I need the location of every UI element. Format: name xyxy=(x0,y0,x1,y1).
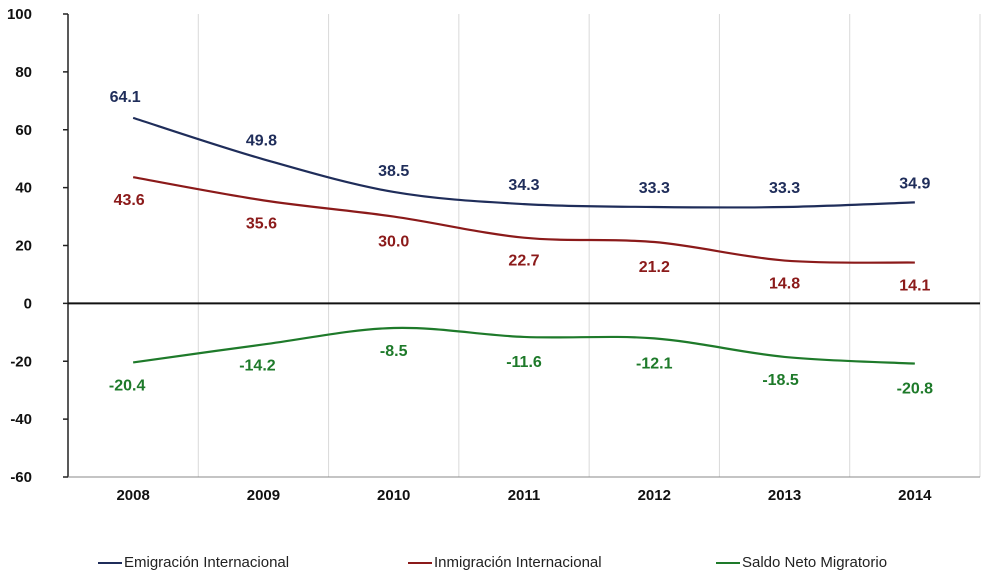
y-tick-label: 20 xyxy=(15,238,32,255)
data-label: 22.7 xyxy=(508,253,539,270)
legend-item-emigracion: Emigración Internacional xyxy=(98,554,289,571)
x-tick-label: 2012 xyxy=(638,487,671,504)
legend-item-saldo: Saldo Neto Migratorio xyxy=(716,554,887,571)
data-label: -20.8 xyxy=(897,381,934,398)
chart-axes xyxy=(67,14,980,478)
x-tick-label: 2011 xyxy=(508,487,541,504)
x-tick-label: 2013 xyxy=(768,487,801,504)
data-label: 33.3 xyxy=(639,180,670,197)
x-tick-label: 2014 xyxy=(898,487,932,504)
chart-legend: Emigración Internacional Inmigración Int… xyxy=(0,554,992,580)
data-label: 34.9 xyxy=(899,175,930,192)
series-line xyxy=(132,326,915,365)
x-tick-label: 2008 xyxy=(116,487,149,504)
data-label: -20.4 xyxy=(109,377,146,394)
legend-swatch xyxy=(716,561,740,564)
series-line xyxy=(132,176,915,264)
data-label: 35.6 xyxy=(246,215,277,232)
y-tick-label: -40 xyxy=(10,411,32,428)
data-label: 30.0 xyxy=(378,234,409,251)
y-tick-label: 40 xyxy=(15,180,32,197)
data-label: 34.3 xyxy=(508,177,539,194)
chart-grid xyxy=(67,14,981,477)
legend-label: Emigración Internacional xyxy=(124,554,290,571)
legend-swatch xyxy=(98,561,122,564)
y-tick-label: 100 xyxy=(7,6,32,23)
data-label: -14.2 xyxy=(239,357,276,374)
x-tick-label: 2010 xyxy=(377,487,410,504)
data-label: 38.5 xyxy=(378,163,409,180)
x-axis-ticks: 2008 2009 2010 2011 2012 2013 2014 xyxy=(116,487,932,504)
data-label: 33.3 xyxy=(769,180,800,197)
series-lines xyxy=(132,116,915,365)
data-label: -8.5 xyxy=(380,343,408,360)
legend-label: Saldo Neto Migratorio xyxy=(742,554,888,571)
series-line xyxy=(132,116,915,209)
data-label: 21.2 xyxy=(639,259,670,276)
y-tick-label: 80 xyxy=(15,64,32,81)
data-labels: 64.1 49.8 38.5 34.3 33.3 33.3 34.9 43.6 35.6 30.0… xyxy=(109,89,933,398)
y-tick-label: -20 xyxy=(10,353,32,370)
legend-label: Inmigración Internacional xyxy=(434,554,602,571)
data-label: 64.1 xyxy=(110,89,141,106)
data-label: -11.6 xyxy=(506,354,542,371)
y-axis-ticks: 100 80 60 40 20 0 -20 -40 -60 xyxy=(7,6,68,486)
legend-item-inmigracion: Inmigración Internacional xyxy=(408,554,602,571)
data-label: 43.6 xyxy=(114,192,145,209)
x-tick-label: 2009 xyxy=(247,487,280,504)
data-label: 49.8 xyxy=(246,132,277,149)
legend-swatch xyxy=(408,561,432,564)
y-tick-label: -60 xyxy=(10,469,32,486)
data-label: -18.5 xyxy=(762,372,799,389)
data-label: 14.1 xyxy=(899,278,930,295)
data-label: -12.1 xyxy=(636,355,673,372)
y-tick-label: 60 xyxy=(15,122,32,139)
data-label: 14.8 xyxy=(769,276,800,293)
y-tick-label: 0 xyxy=(24,295,32,312)
